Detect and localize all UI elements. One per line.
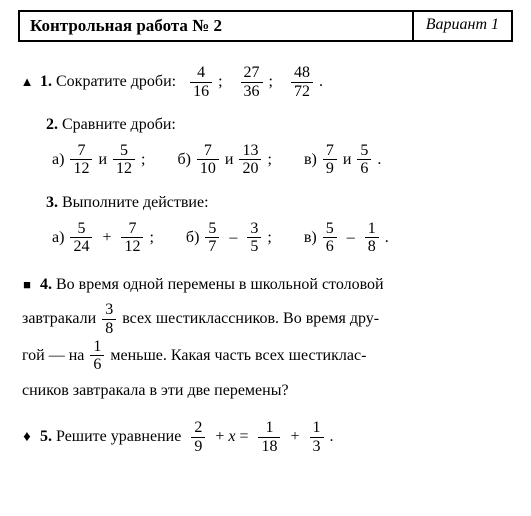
p5-f3: 13 <box>310 419 324 455</box>
p3-text: Выполните действие: <box>62 194 209 211</box>
p1-frac3: 4872 <box>291 64 313 100</box>
header-variant: Вариант 1 <box>412 12 511 40</box>
p2-text: Сравните дроби: <box>62 116 176 133</box>
p3-c: в) 56 – 18 . <box>304 220 389 256</box>
triangle-icon: ▲ <box>18 72 36 93</box>
p2-c: в) 79 и 56 . <box>304 142 381 178</box>
p5-text: Решите уравнение <box>56 428 181 445</box>
p1-frac2: 2736 <box>241 64 263 100</box>
problem-4: ■ 4. Во время одной перемены в школьной … <box>18 268 513 408</box>
p4-num: 4. <box>40 276 52 293</box>
p3-num: 3. <box>46 194 58 211</box>
header-bar: Контрольная работа № 2 Вариант 1 <box>18 10 513 42</box>
p5-num: 5. <box>40 428 52 445</box>
p1-frac1: 416 <box>190 64 212 100</box>
square-icon: ■ <box>18 271 36 298</box>
p4-l1: Во время одной перемены в школьной столо… <box>56 276 384 293</box>
problem-3: 3. Выполните действие: а) 524 + 712 ; б)… <box>18 190 513 256</box>
p3-parts: а) 524 + 712 ; б) 57 – 35 ; в) 56 – 18 . <box>52 220 513 256</box>
p5-f1: 29 <box>191 419 205 455</box>
diamond-icon: ♦ <box>18 425 36 449</box>
p2-num: 2. <box>46 116 58 133</box>
p2-parts: а) 712 и 512 ; б) 710 и 1320 ; в) 79 и 5… <box>52 142 513 178</box>
p2-b: б) 710 и 1320 ; <box>177 142 271 178</box>
p2-a: а) 712 и 512 ; <box>52 142 145 178</box>
p5-f2: 118 <box>258 419 280 455</box>
p4-frac1: 38 <box>102 301 116 337</box>
problem-5: ♦ 5. Решите уравнение 29 + x = 118 + 13 … <box>18 419 513 455</box>
problem-1: ▲ 1. Сократите дроби: 416 ; 2736 ; 4872 … <box>18 64 513 100</box>
p3-b: б) 57 – 35 ; <box>186 220 272 256</box>
p1-num: 1. <box>40 73 52 90</box>
p1-text: Сократите дроби: <box>56 73 176 90</box>
p4-frac2: 16 <box>90 338 104 374</box>
header-title: Контрольная работа № 2 <box>20 12 412 40</box>
worksheet-page: Контрольная работа № 2 Вариант 1 ▲ 1. Со… <box>0 0 531 478</box>
problem-2: 2. Сравните дроби: а) 712 и 512 ; б) 710… <box>18 112 513 178</box>
p3-a: а) 524 + 712 ; <box>52 220 154 256</box>
